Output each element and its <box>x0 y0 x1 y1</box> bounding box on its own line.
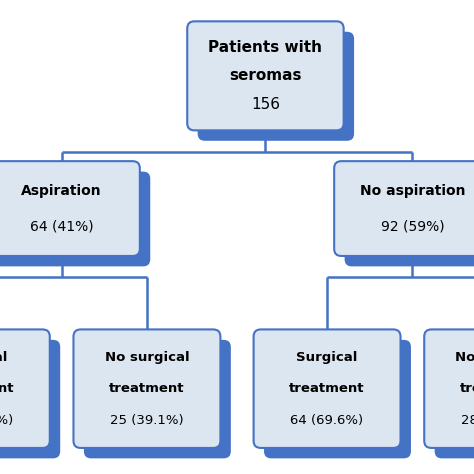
Text: 92 (59%): 92 (59%) <box>381 219 444 233</box>
Text: Aspiration: Aspiration <box>21 184 102 198</box>
FancyBboxPatch shape <box>424 329 474 448</box>
FancyBboxPatch shape <box>0 172 150 266</box>
Text: treatment: treatment <box>109 382 185 395</box>
FancyBboxPatch shape <box>435 340 474 458</box>
FancyBboxPatch shape <box>334 161 474 256</box>
Text: Patients with: Patients with <box>209 40 322 55</box>
Text: 28 (30.4%): 28 (30.4%) <box>461 414 474 427</box>
Text: treatment: treatment <box>0 382 14 395</box>
Text: seromas: seromas <box>229 68 301 83</box>
FancyBboxPatch shape <box>264 340 411 458</box>
Text: 39 (60.9%): 39 (60.9%) <box>0 414 13 427</box>
Text: 64 (41%): 64 (41%) <box>30 219 93 233</box>
FancyBboxPatch shape <box>84 340 231 458</box>
Text: 64 (69.6%): 64 (69.6%) <box>291 414 364 427</box>
Text: 25 (39.1%): 25 (39.1%) <box>110 414 184 427</box>
Text: Surgical: Surgical <box>296 351 358 364</box>
Text: Surgical: Surgical <box>0 351 7 364</box>
Text: No aspiration: No aspiration <box>360 184 465 198</box>
Text: No surgical: No surgical <box>105 351 189 364</box>
FancyBboxPatch shape <box>0 161 140 256</box>
Text: 156: 156 <box>251 97 280 112</box>
Text: No surgical: No surgical <box>456 351 474 364</box>
Text: treatment: treatment <box>460 382 474 395</box>
FancyBboxPatch shape <box>254 329 401 448</box>
FancyBboxPatch shape <box>198 32 354 141</box>
FancyBboxPatch shape <box>0 329 50 448</box>
FancyBboxPatch shape <box>345 172 474 266</box>
FancyBboxPatch shape <box>0 340 60 458</box>
FancyBboxPatch shape <box>73 329 220 448</box>
FancyBboxPatch shape <box>187 21 344 130</box>
Text: treatment: treatment <box>289 382 365 395</box>
